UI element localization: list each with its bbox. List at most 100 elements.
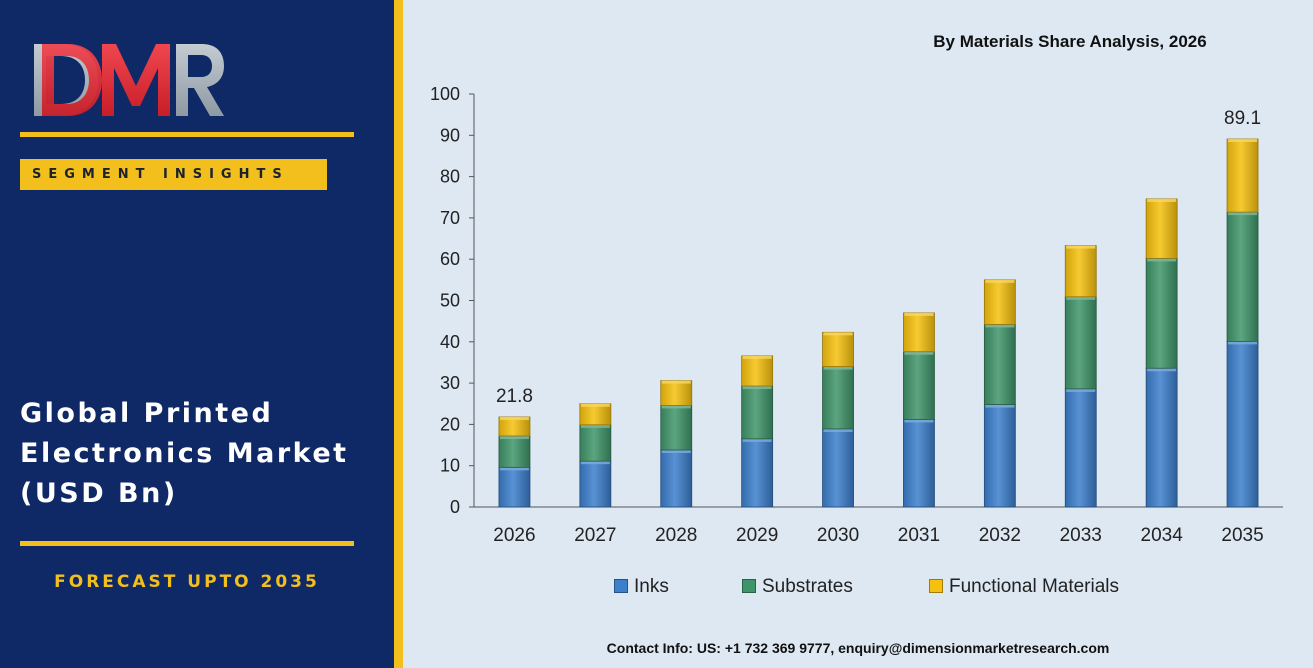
bar-segment-inks — [1145, 367, 1178, 508]
x-tick-label: 2033 — [1060, 525, 1102, 546]
bar-segment-functional-materials — [1064, 245, 1097, 298]
market-title-line: (USD Bn) — [20, 478, 178, 509]
bar-segment-inks — [660, 449, 693, 508]
bar-segment-highlight — [742, 438, 772, 442]
bar-segment-substrates — [1064, 296, 1097, 390]
y-tick-label: 100 — [430, 84, 460, 104]
legend-item-substrates: Substrates — [742, 576, 853, 598]
top-gold-rule — [20, 132, 354, 137]
market-title: Global Printed Electronics Market (USD B… — [20, 394, 390, 514]
bar-segment-functional-materials — [1226, 138, 1259, 213]
bar-segment-highlight — [499, 416, 529, 420]
bar-segment-highlight — [1228, 341, 1258, 345]
contact-info: Contact Info: US: +1 732 369 9777, enqui… — [606, 640, 1110, 656]
data-label-total: 21.8 — [496, 386, 533, 407]
bar-segment-highlight — [985, 404, 1015, 408]
bar-segment-highlight — [1147, 198, 1177, 202]
x-tick-label: 2029 — [736, 525, 778, 546]
bar-segment-inks — [498, 466, 531, 508]
bar-segment-functional-materials — [822, 331, 854, 367]
bar-segment-functional-materials — [1145, 198, 1178, 259]
bar-segment-substrates — [822, 366, 854, 430]
panel-divider — [394, 0, 403, 668]
bar-segment-substrates — [983, 324, 1016, 405]
x-tick-label: 2031 — [898, 525, 940, 546]
bar-segment-highlight — [661, 450, 691, 454]
y-tick-label: 20 — [440, 414, 460, 434]
x-tick-label: 2035 — [1221, 525, 1263, 546]
legend-item-functional-materials: Functional Materials — [929, 576, 1119, 598]
bar-segment-functional-materials — [741, 355, 774, 387]
bar-segment-inks — [741, 438, 774, 508]
bar-segment-substrates — [741, 385, 774, 440]
legend-label: Inks — [634, 576, 669, 597]
x-tick-label: 2026 — [493, 525, 535, 546]
data-label-total: 89.1 — [1224, 108, 1261, 129]
bar-segment-substrates — [1145, 257, 1178, 369]
legend-label: Substrates — [762, 576, 853, 597]
y-tick-label: 30 — [440, 373, 460, 393]
bar-segment-substrates — [660, 405, 693, 451]
y-tick-label: 90 — [440, 125, 460, 145]
bar-segment-inks — [579, 460, 612, 508]
bar-segment-highlight — [985, 279, 1015, 283]
x-tick-label: 2027 — [574, 525, 616, 546]
bar-segment-highlight — [823, 366, 853, 370]
chart-title: By Materials Share Analysis, 2026 — [933, 32, 1207, 51]
legend-item-inks: Inks — [614, 576, 669, 598]
bar-segment-highlight — [580, 403, 610, 407]
x-tick-label: 2034 — [1141, 525, 1184, 546]
legend-swatch-inks — [614, 579, 628, 593]
legend-swatch-functional-materials — [929, 579, 943, 593]
bar-segment-functional-materials — [983, 279, 1016, 325]
bar-segment-substrates — [1226, 211, 1259, 342]
bar-segment-highlight — [661, 405, 691, 409]
legend-swatch-substrates — [742, 579, 756, 593]
y-tick-label: 40 — [440, 332, 460, 352]
bar-segment-highlight — [1228, 139, 1258, 143]
x-tick-label: 2028 — [655, 525, 697, 546]
bar-segment-highlight — [1147, 258, 1177, 262]
bar-segment-highlight — [823, 428, 853, 432]
y-tick-label: 60 — [440, 249, 460, 269]
bar-segment-highlight — [742, 385, 772, 389]
y-tick-label: 70 — [440, 208, 460, 228]
bar-segment-substrates — [903, 351, 935, 420]
bar-segment-highlight — [661, 380, 691, 384]
bar-segment-highlight — [904, 312, 934, 316]
bar-segment-highlight — [580, 424, 610, 428]
dmr-logo — [34, 44, 224, 116]
bar-segment-inks — [983, 404, 1016, 508]
bar-segment-functional-materials — [660, 380, 693, 406]
bar-segment-highlight — [1066, 245, 1096, 249]
bar-segment-highlight — [499, 435, 529, 439]
bar-segment-highlight — [499, 467, 529, 471]
bar-segment-highlight — [904, 419, 934, 423]
bar-segment-highlight — [823, 332, 853, 336]
y-tick-label: 50 — [440, 291, 460, 311]
y-tick-label: 80 — [440, 167, 460, 187]
y-tick-label: 0 — [450, 497, 460, 517]
forecast-label: FORECAST UPTO 2035 — [54, 572, 320, 592]
bar-segment-inks — [903, 419, 935, 508]
bar-segment-inks — [822, 428, 854, 508]
bar-segment-functional-materials — [579, 403, 612, 426]
bar-segment-highlight — [904, 351, 934, 355]
market-title-line: Global Printed — [20, 398, 274, 429]
bar-segment-substrates — [498, 435, 531, 468]
bar-segment-highlight — [1147, 368, 1177, 372]
x-tick-label: 2032 — [979, 525, 1021, 546]
x-tick-label: 2030 — [817, 525, 859, 546]
left-panel: SEGMENT INSIGHTS Global Printed Electron… — [0, 0, 394, 668]
bottom-gold-rule — [20, 541, 354, 546]
legend-label: Functional Materials — [949, 576, 1120, 597]
bar-segment-functional-materials — [903, 312, 935, 353]
bar-segment-highlight — [1066, 296, 1096, 300]
bar-segment-highlight — [580, 461, 610, 465]
y-tick-label: 10 — [440, 456, 460, 476]
bar-segment-highlight — [1066, 388, 1096, 392]
segment-insights-badge: SEGMENT INSIGHTS — [20, 159, 327, 190]
bar-segment-substrates — [579, 424, 612, 462]
market-title-line: Electronics Market — [20, 438, 349, 469]
